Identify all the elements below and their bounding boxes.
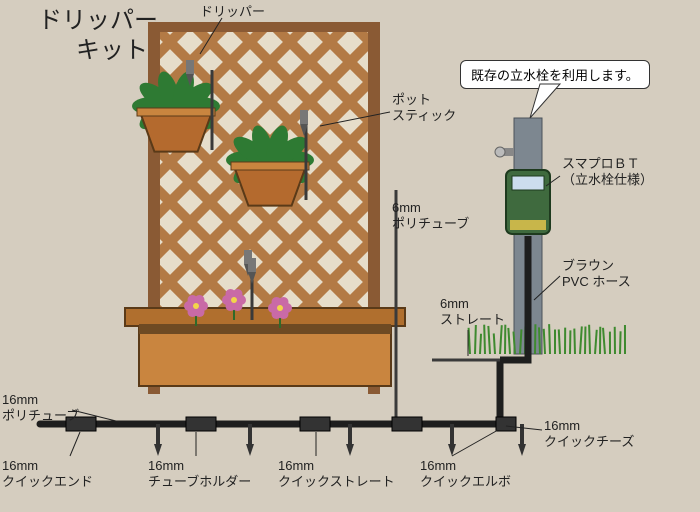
label-tube6: 6mm ポリチューブ xyxy=(392,200,469,233)
label-quick_straight: 16mm クイックストレート xyxy=(278,458,395,491)
label-dripper_small: ドリッパー xyxy=(200,4,265,20)
callout-existing-standpipe: 既存の立水栓を利用します。 xyxy=(460,60,650,89)
title-line1: ドリッパー xyxy=(38,6,158,36)
diagram-root: ドリッパー キット 既存の立水栓を利用します。 ドリッパーポット スティック 6m… xyxy=(0,0,700,512)
label-quick_elbow: 16mm クイックエルボ xyxy=(420,458,511,491)
label-pot_stick: ポット スティック xyxy=(392,92,456,125)
label-quick_end: 16mm クイックエンド xyxy=(2,458,93,491)
callout-text: 既存の立水栓を利用します。 xyxy=(471,68,639,83)
label-pvc_hose: ブラウン PVC ホース xyxy=(562,258,631,291)
label-straight6: 6mm ストレート xyxy=(440,296,505,329)
title-line2: キット xyxy=(76,36,148,66)
label-quick_tee: 16mm クイックチーズ xyxy=(544,418,634,451)
label-sumapro: スマプロＢＴ （立水栓仕様） xyxy=(562,156,653,189)
label-poly16: 16mm ポリチューブ xyxy=(2,392,79,425)
label-tube_holder: 16mm チューブホルダー xyxy=(148,458,251,491)
